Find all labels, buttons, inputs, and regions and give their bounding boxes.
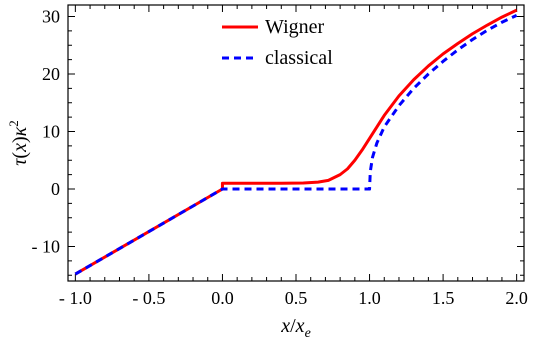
y-tick-label: 0 [51,179,60,199]
x-tick-label: 0.5 [285,288,308,308]
series-wigner-line [74,8,518,276]
series-layer [74,8,518,276]
x-tick-label: 1.0 [358,288,381,308]
legend: Wigner classical [222,16,333,69]
axis-tick-labels: - 1.0 - 0.5 0.0 0.5 1.0 1.5 2.0 - 10 0 10 20 30 [32,7,528,309]
y-axis-label: τ(x)κ2 [6,120,31,166]
x-axis-label: x/xe [280,315,311,341]
series-classical-line [74,13,518,276]
x-tick-label: 0.0 [211,288,234,308]
y-tick-label: 30 [42,7,60,27]
y-tick-label: - 10 [32,237,61,257]
legend-wigner-label: Wigner [265,16,325,38]
y-tick-label: 20 [42,64,60,84]
x-tick-label: 1.5 [432,288,455,308]
x-tick-label: - 0.5 [132,288,165,308]
legend-classical-label: classical [265,47,333,69]
x-tick-label: 2.0 [505,288,528,308]
x-tick-label: - 1.0 [59,288,92,308]
y-tick-label: 10 [42,122,60,142]
axis-ticks [68,5,524,281]
